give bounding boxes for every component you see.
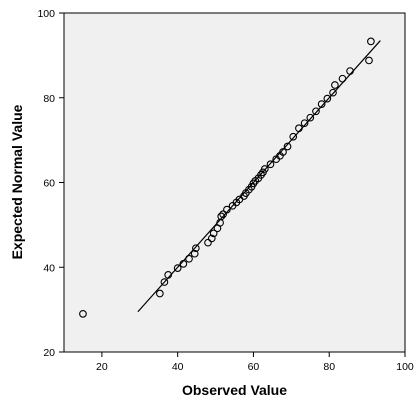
data-point: [207, 234, 216, 243]
data-point: [185, 254, 193, 263]
data-point: [283, 142, 292, 151]
data-point: [192, 244, 200, 253]
data-point: [260, 165, 269, 173]
data-point: [160, 278, 169, 286]
axis-ticks: 20 40 60 80 100 20 40 60 80 100: [37, 8, 413, 373]
data-point: [312, 107, 320, 116]
data-point: [295, 124, 303, 133]
y-tick-label: 100: [37, 8, 55, 20]
reference-line: [137, 40, 381, 313]
x-tick-label: 100: [396, 361, 414, 373]
data-point: [164, 271, 173, 279]
data-point: [367, 37, 375, 46]
x-tick-label: 60: [248, 361, 260, 373]
data-point: [279, 148, 287, 156]
y-axis-title: Expected Normal Value: [9, 104, 25, 259]
x-tick-label: 40: [172, 361, 184, 373]
data-point: [329, 88, 337, 97]
data-point: [179, 260, 188, 268]
data-point: [223, 205, 231, 214]
data-point: [217, 212, 226, 221]
y-tick-label: 80: [43, 93, 55, 105]
x-tick-label: 80: [323, 361, 335, 373]
data-points: [79, 37, 375, 318]
data-point: [266, 160, 275, 169]
x-tick-label: 20: [96, 361, 108, 373]
y-tick-label: 20: [43, 347, 55, 359]
data-point: [365, 56, 373, 65]
data-point: [219, 210, 227, 219]
data-point: [209, 229, 218, 238]
y-tick-label: 40: [43, 262, 55, 274]
data-point: [317, 100, 326, 108]
data-point: [338, 74, 347, 83]
data-point: [79, 310, 87, 318]
data-point: [331, 81, 339, 89]
plot-background: [63, 12, 406, 353]
data-point: [300, 119, 309, 128]
data-point: [289, 132, 298, 141]
data-point: [173, 264, 182, 272]
data-point: [156, 289, 164, 298]
data-point: [323, 94, 332, 103]
y-tick-label: 60: [43, 178, 55, 190]
x-axis-title: Observed Value: [182, 382, 287, 398]
data-point: [306, 113, 315, 122]
data-point: [204, 238, 212, 247]
data-point: [190, 249, 199, 258]
data-point: [346, 67, 354, 75]
